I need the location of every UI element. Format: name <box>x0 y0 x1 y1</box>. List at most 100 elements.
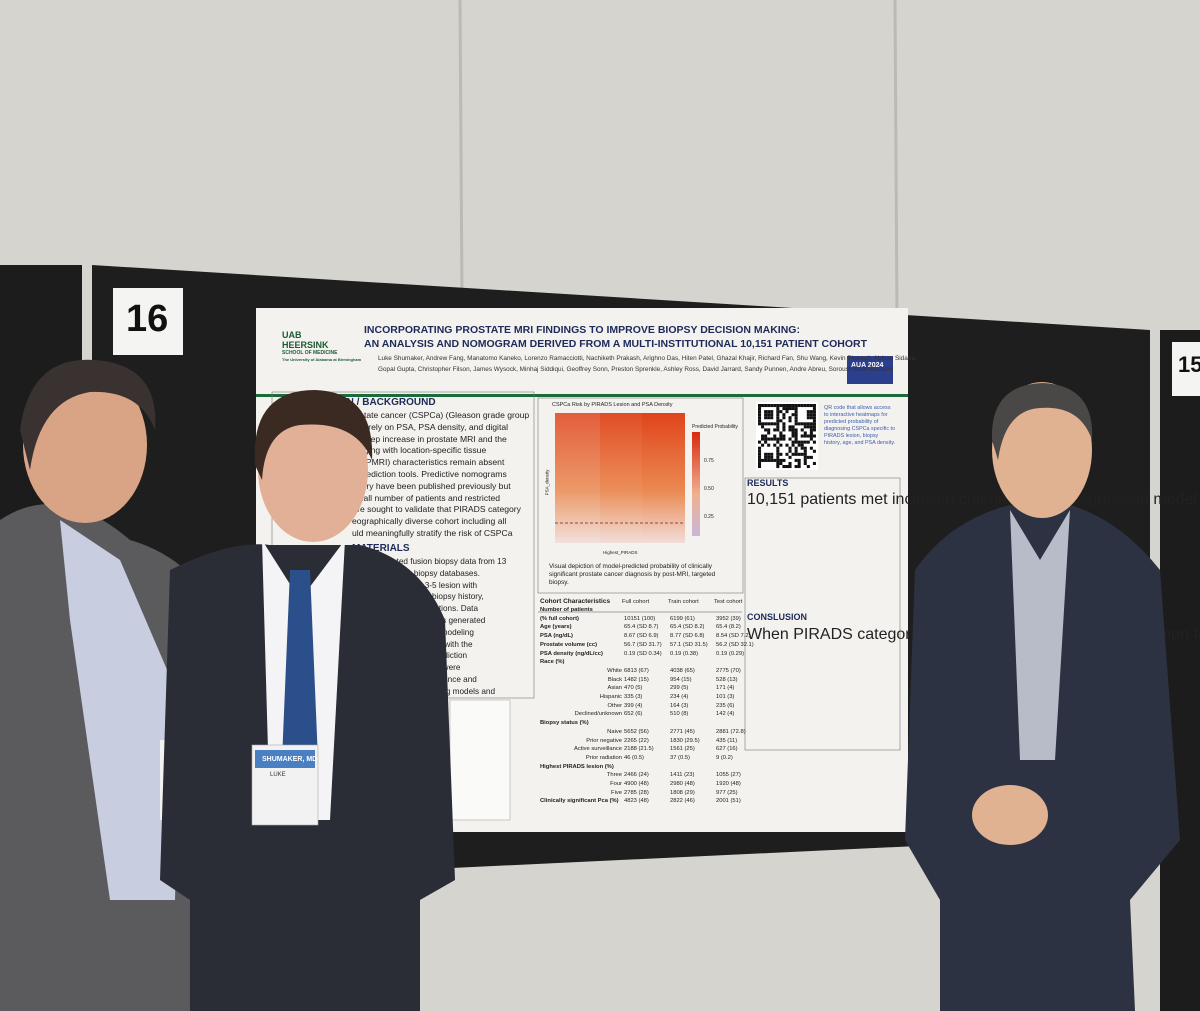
qr-module <box>800 428 804 432</box>
qr-module <box>761 422 765 426</box>
qr-module <box>758 410 762 414</box>
qr-module <box>782 465 786 469</box>
qr-module <box>791 404 795 408</box>
intro-line: rostate cancer (CSPCa) (Gleason grade gr… <box>352 410 530 420</box>
poster-authors: Gopal Gupta, Christopher Filson, James W… <box>378 366 893 373</box>
qr-module <box>800 434 804 438</box>
table-header: Full cohort <box>622 599 650 605</box>
qr-module <box>776 419 780 423</box>
qr-module <box>767 437 771 441</box>
qr-module <box>782 416 786 420</box>
table-cell: 8.67 (SD 6.9) <box>624 633 659 640</box>
qr-module <box>809 422 813 426</box>
qr-module <box>797 458 801 462</box>
qr-module <box>812 425 816 429</box>
intro-line: s to rely on PSA, PSA density, and digit… <box>352 421 509 432</box>
table-cell: 510 (8) <box>670 711 689 718</box>
qr-module <box>767 443 771 447</box>
poster-rule <box>256 394 908 397</box>
legend-tick: 0.50 <box>704 486 714 492</box>
section-heading: TION / BACKGROUND <box>330 397 436 408</box>
qr-module <box>800 446 804 450</box>
qr-module <box>794 413 798 417</box>
table-cell: 4038 (65) <box>670 667 695 674</box>
qr-module <box>782 404 786 408</box>
qr-module <box>788 419 792 423</box>
qr-module <box>776 440 780 444</box>
qr-module <box>761 443 765 447</box>
table-cell: 65.4 (SD 8.2) <box>670 624 705 631</box>
next-booth-sign <box>1172 342 1200 396</box>
wall-seam <box>893 0 899 321</box>
legend-bar <box>692 432 700 536</box>
qr-module <box>791 443 795 447</box>
qr-module <box>812 440 816 444</box>
qr-module <box>776 407 780 411</box>
qr-module <box>812 419 816 423</box>
table-row-label: Hispanic <box>599 694 622 700</box>
table-cell: 2775 (70) <box>716 667 741 674</box>
qr-module <box>812 416 816 420</box>
qr-module <box>809 431 813 435</box>
qr-module <box>761 437 765 441</box>
heatmap-cell <box>555 413 600 543</box>
qr-module <box>794 407 798 411</box>
table-cell: 171 (4) <box>716 685 735 692</box>
qr-module <box>809 437 813 441</box>
table-cell: 57.1 (SD 31.5) <box>670 641 708 648</box>
qr-module <box>803 455 807 459</box>
table-cell: 56.2 (SD 32.1) <box>716 641 754 648</box>
table-cell: 0.19 (0.38) <box>670 650 699 657</box>
qr-module <box>791 413 795 417</box>
qr-module <box>767 455 771 459</box>
qr-module <box>758 407 762 411</box>
qr-module <box>797 465 801 469</box>
table-cell: 435 (11) <box>716 737 738 744</box>
section-heading: MATERIALS <box>352 543 410 554</box>
poster-authors: Luke Shumaker, Andrew Fang, Manatomo Kan… <box>378 355 917 362</box>
qr-module <box>803 434 807 438</box>
qr-module <box>764 422 768 426</box>
table-cell: 652 (6) <box>624 711 643 718</box>
qr-module <box>806 404 810 408</box>
name-badge-band <box>255 750 315 768</box>
table-row-label: (% full cohort) <box>540 615 579 622</box>
logo-text: UAB <box>282 330 302 340</box>
materials-line: ated fusion biopsy data from 13 <box>392 557 507 566</box>
qr-module <box>779 461 783 465</box>
table-cell: 1830 (29.5) <box>670 737 700 744</box>
qr-module <box>791 431 795 435</box>
qr-module <box>785 443 789 447</box>
next-booth-number: 15 <box>1178 352 1200 377</box>
intro-line: We sought to validate that PIRADS catego… <box>352 504 521 515</box>
aua-badge-text: AUA 2024 <box>851 362 884 369</box>
qr-module <box>773 443 777 447</box>
table-cell: 8.54 (SD 7.2) <box>716 633 751 640</box>
qr-module <box>803 422 807 426</box>
qr-module <box>776 404 780 408</box>
table-cell: 4823 (48) <box>624 798 649 805</box>
table-header: Test cohort <box>714 599 743 605</box>
qr-module <box>773 458 777 462</box>
qr-module <box>776 461 780 465</box>
table-row-label: Naive <box>607 728 622 735</box>
qr-module <box>812 413 816 417</box>
table-cell: 2980 (48) <box>670 781 695 787</box>
person-hair <box>254 390 373 480</box>
intro-line: small number of patients and restricted <box>352 492 501 503</box>
qr-module <box>806 434 810 438</box>
qr-module <box>800 422 804 426</box>
intro-line: maging with location-specific tissue <box>352 445 487 456</box>
qr-module <box>776 455 780 459</box>
table-cell: 37 (0.5) <box>670 754 690 761</box>
qr-module <box>779 458 783 462</box>
qr-module <box>788 407 792 411</box>
qr-module <box>800 404 804 408</box>
table-cell: 234 (4) <box>670 694 689 700</box>
poster-title: AN ANALYSIS AND NOMOGRAM DERIVED FROM A … <box>364 338 868 350</box>
qr-module <box>779 443 783 447</box>
axis-label: Highest_PIRADS <box>603 550 638 555</box>
table-row-label: Asian <box>607 685 622 692</box>
